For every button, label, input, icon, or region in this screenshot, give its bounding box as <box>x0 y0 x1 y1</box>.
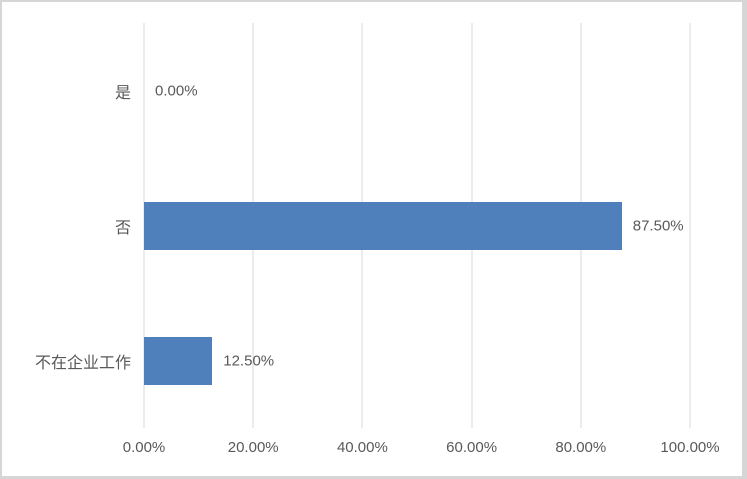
bar-row: 87.50% <box>144 158 690 293</box>
category-label: 否 <box>114 219 131 237</box>
category-label: 是 <box>114 84 131 102</box>
plot-area: 0.00% 87.50% 12.50% <box>143 23 691 428</box>
x-tick-label: 0.00% <box>122 439 166 456</box>
bar <box>144 336 213 385</box>
x-tick-label: 20.00% <box>227 439 279 456</box>
category-label: 不在企业工作 <box>34 354 131 372</box>
category-axis: 是否不在企业工作 <box>2 23 131 428</box>
bar-value-label: 87.50% <box>632 217 684 234</box>
bar-value-label: 12.50% <box>223 352 275 369</box>
value-axis: 0.00% 20.00% 40.00% 60.00% 80.00% 100.00% <box>123 436 720 460</box>
x-tick-label: 40.00% <box>336 439 388 456</box>
bar-row: 0.00% <box>144 23 690 158</box>
bar <box>144 201 622 250</box>
x-tick-label: 80.00% <box>555 439 607 456</box>
bar-row: 12.50% <box>144 293 690 428</box>
x-tick-label: 60.00% <box>446 439 498 456</box>
gridline <box>689 23 691 428</box>
bar-value-label: 0.00% <box>155 82 198 99</box>
x-tick-label: 100.00% <box>660 439 720 456</box>
